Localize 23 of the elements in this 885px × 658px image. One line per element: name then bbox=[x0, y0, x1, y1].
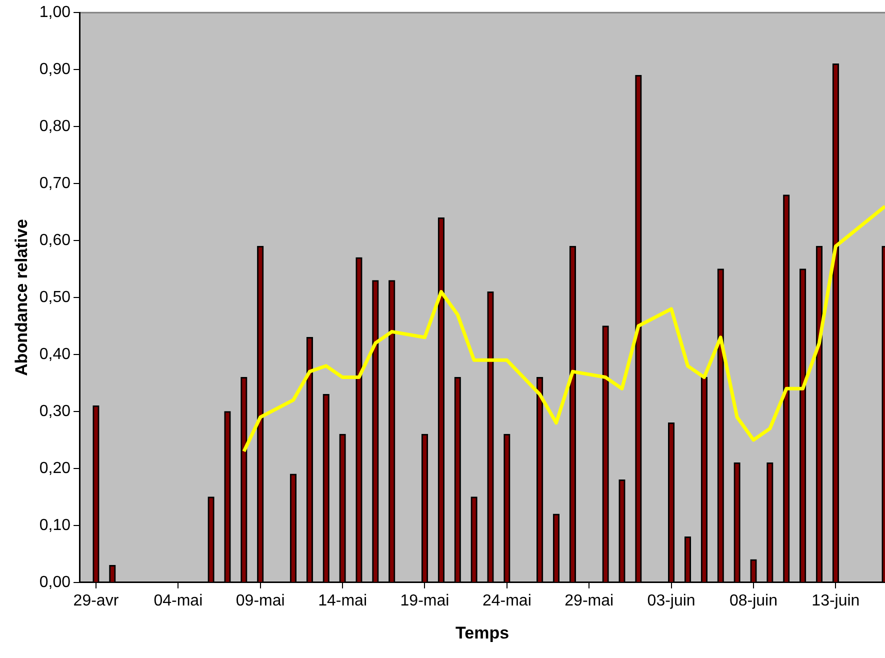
x-tick-label: 24-mai bbox=[482, 592, 532, 610]
y-axis-title: Abondance relative bbox=[12, 219, 31, 376]
x-tick-label: 29-avr bbox=[73, 592, 120, 610]
y-tick-label: 0,30 bbox=[39, 402, 71, 420]
x-tick-label: 14-mai bbox=[318, 592, 367, 610]
y-tick-label: 0,20 bbox=[39, 460, 71, 477]
x-tick-label: 09-mai bbox=[236, 592, 285, 610]
y-tick-label: 0,10 bbox=[39, 516, 71, 534]
y-tick-label: 0,40 bbox=[39, 346, 71, 363]
y-tick-label: 0,90 bbox=[39, 60, 71, 78]
y-tick-label: 0,70 bbox=[39, 174, 71, 192]
y-tick-label: 0,00 bbox=[39, 574, 71, 591]
x-tick-label: 29-mai bbox=[564, 592, 614, 610]
y-tick-label: 0,50 bbox=[39, 288, 71, 306]
y-tick-label: 1,00 bbox=[39, 4, 71, 22]
x-axis-title: Temps bbox=[455, 623, 510, 642]
x-tick-label: 04-mai bbox=[154, 592, 203, 610]
x-tick-label: 08-juin bbox=[729, 592, 778, 610]
x-tick-label: 13-juin bbox=[812, 592, 860, 610]
x-tick-label: 19-mai bbox=[400, 592, 450, 610]
y-tick-label: 0,60 bbox=[39, 232, 71, 249]
x-tick-label: 03-juin bbox=[647, 592, 696, 610]
y-tick-label: 0,80 bbox=[39, 118, 71, 135]
